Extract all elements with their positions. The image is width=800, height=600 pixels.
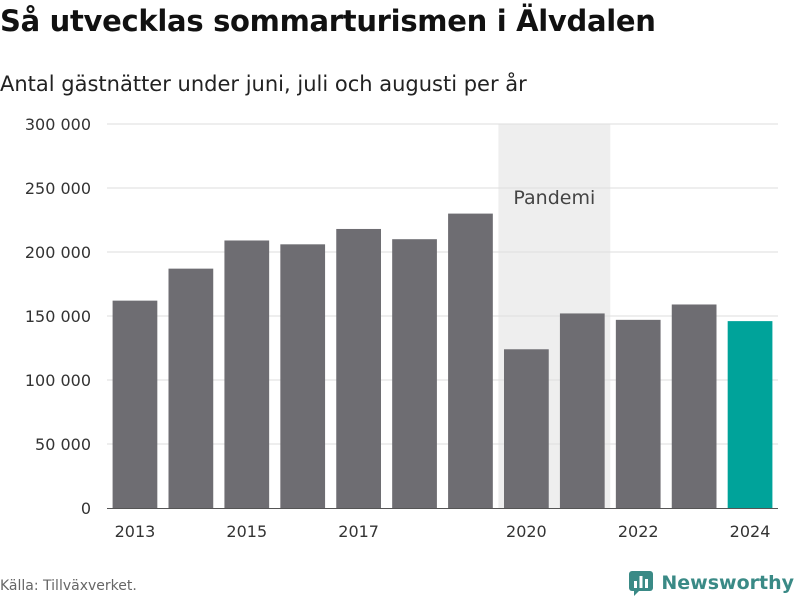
brand-name: Newsworthy (661, 572, 794, 594)
bar-2017 (336, 228, 381, 508)
bar-2022 (615, 319, 661, 508)
bar-2018 (392, 239, 437, 508)
x-tick-label: 2024 (730, 522, 771, 541)
x-tick-label: 2013 (115, 522, 156, 541)
bar-2014 (168, 268, 214, 508)
chart-title: Så utvecklas sommarturismen i Älvdalen (0, 4, 656, 38)
chart-subtitle: Antal gästnätter under juni, juli och au… (0, 72, 527, 96)
y-tick-label: 150 000 (25, 307, 91, 326)
y-tick-label: 100 000 (25, 371, 91, 390)
y-tick-label: 300 000 (25, 115, 91, 134)
bar-2023 (671, 304, 717, 508)
x-tick-label: 2022 (618, 522, 659, 541)
chart-logo-icon (629, 571, 654, 596)
brand-logo: Newsworthy (628, 570, 794, 596)
bar-2015 (224, 240, 270, 509)
bar-2020 (504, 349, 549, 508)
bar-2016 (280, 244, 326, 508)
x-tick-label: 2020 (506, 522, 547, 541)
source-note: Källa: Tillväxverket. (0, 578, 137, 594)
bar-2019 (448, 213, 493, 508)
y-tick-label: 0 (81, 499, 91, 518)
y-tick-label: 200 000 (25, 243, 91, 262)
bar-2013 (112, 300, 158, 508)
y-tick-label: 250 000 (25, 179, 91, 198)
x-tick-label: 2017 (338, 522, 379, 541)
bar-chart: Pandemi 0 50 000 100 000 150 000 200 000 250 0… (25, 115, 778, 541)
x-tick-label: 2015 (226, 522, 267, 541)
y-tick-label: 50 000 (35, 435, 91, 454)
bar-2024 (727, 321, 773, 508)
bar-2021 (559, 313, 605, 508)
annotation-label: Pandemi (513, 187, 595, 209)
